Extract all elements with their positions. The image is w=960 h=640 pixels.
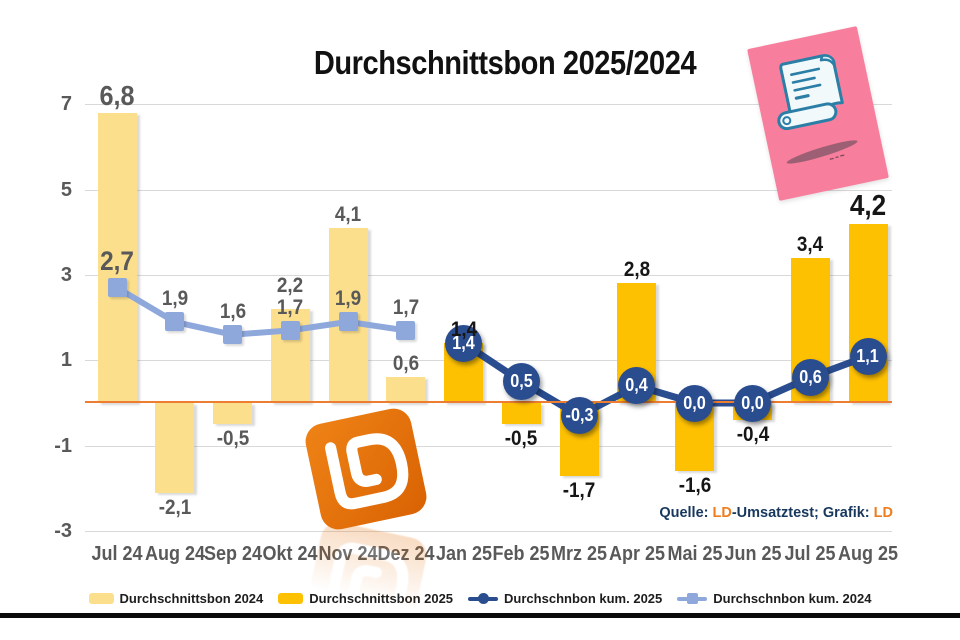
marker-circle-Feb 25: 0,5 [502,363,540,401]
bar-label-Feb 25: -0,5 [505,427,538,451]
x-label-Apr 25: Apr 25 [608,543,665,565]
kum2025-value-Apr 25: 0,4 [625,375,649,396]
legend-item-3: Durchschnbon kum. 2024 [677,591,871,606]
marker-square-Jul 24 [107,278,127,298]
x-label-Jul 24: Jul 24 [91,543,143,565]
gridline-7 [85,104,892,106]
bar-Durchschnittsbon-2024-Sep 24 [213,403,252,425]
bar-label-Dez 24: 0,6 [392,352,420,376]
kum2024-label-Okt 24: 1,7 [277,295,304,319]
kum2025-value-Feb 25: 0,5 [510,371,533,392]
bar-label-Apr 25: 2,8 [623,258,651,282]
gridline-1 [85,360,892,362]
marker-circle-Jun 25: 0,0 [734,384,771,422]
bottom-border [0,613,960,618]
y-tick--3: -3 [54,520,72,543]
y-tick-3: 3 [60,263,72,286]
marker-square-Aug 24 [165,312,185,332]
marker-square-Okt 24 [280,320,300,340]
kum2025-value-Mai 25: 0,0 [683,392,706,413]
x-label-Jan 25: Jan 25 [435,543,492,565]
bar-Durchschnittsbon-2025-Aug 25 [848,223,888,403]
scroll-icon [777,54,858,164]
marker-circle-Mrz 25: -0,3 [560,397,598,435]
ld-logo [297,402,436,536]
bar-label-Jul 24: 6,8 [99,79,135,111]
marker-circle-Jul 25: 0,6 [791,358,829,396]
gridline--3 [85,531,892,533]
scroll-sticker [747,26,889,201]
kum2025-value-Jun 25: 0,0 [741,392,764,413]
bar-label-Jul 25: 3,4 [797,232,824,256]
x-label-Sep 24: Sep 24 [203,543,262,565]
x-label-Jun 25: Jun 25 [723,543,782,565]
chart-legend: Durchschnittsbon 2024 Durchschnittsbon 20… [0,591,960,606]
kum2024-label-Jul 24: 2,7 [100,246,134,277]
gridline-3 [85,274,892,276]
kum2025-value-Jul 25: 0,6 [798,366,822,387]
x-label-Aug 24: Aug 24 [144,543,205,565]
bar-label-Aug 25: 4,2 [849,189,887,222]
source-quelle-label: Quelle: [659,505,713,521]
bar-Durchschnittsbon-2025-Feb 25 [501,403,541,425]
x-label-Mai 25: Mai 25 [667,543,723,565]
kum2024-label-Aug 24: 1,9 [161,287,188,311]
x-label-Jul 25: Jul 25 [784,543,836,565]
marker-square-Dez 24 [396,320,416,340]
bar-label-Jun 25: -0,4 [736,423,769,447]
x-label-Nov 24: Nov 24 [319,543,378,566]
bar-label-Mai 25: -1,6 [678,474,711,498]
bar-label-Mrz 25: -1,7 [562,478,596,502]
bar-label-Nov 24: 4,1 [334,202,362,226]
bar-label-Sep 24: -0,5 [216,427,249,451]
marker-circle-Mai 25: 0,0 [676,384,714,422]
legend-item-0: Durchschnittsbon 2024 [88,591,264,606]
marker-square-Nov 24 [338,312,358,332]
y-tick--1: -1 [54,434,72,457]
y-tick-1: 1 [60,349,72,372]
legend-label: Durchschnittsbon 2024 [119,591,264,606]
gridline-5 [85,189,892,191]
bar-Durchschnittsbon-2024-Dez 24 [386,377,426,403]
x-label-Aug 25: Aug 25 [837,543,899,565]
legend-marker [686,593,698,604]
legend-swatch-icon [88,593,114,604]
source-middle-label: -Umsatztest; Grafik: [731,505,874,521]
legend-swatch-icon [278,593,304,604]
ld-logo-reflection [297,516,436,640]
legend-line-circle-icon [468,592,499,605]
legend-label: Durchschnbon kum. 2024 [713,591,872,606]
source-brand-ld-2: LD [873,505,893,521]
bar-label-Jan 25: 1,4 [450,318,477,342]
source-credit: Quelle: LD-Umsatztest; Grafik: LD [659,505,893,521]
bar-label-Okt 24: 2,2 [277,273,304,297]
legend-line-square-icon [677,592,708,605]
bar-label-Aug 24: -2,1 [158,495,192,519]
kum2024-label-Nov 24: 1,9 [334,287,362,311]
x-label-Okt 24: Okt 24 [262,543,318,565]
x-label-Mrz 25: Mrz 25 [551,543,608,565]
legend-item-1: Durchschnittsbon 2025 [278,591,453,606]
x-label-Dez 24: Dez 24 [377,543,434,566]
ld-logo-icon [305,408,427,530]
kum2024-label-Dez 24: 1,7 [392,295,420,319]
kum2025-value-Mrz 25: -0,3 [565,405,594,426]
y-tick-7: 7 [60,93,72,116]
kum2024-label-Sep 24: 1,6 [219,300,246,324]
gridline--1 [85,445,892,447]
marker-square-Sep 24 [223,325,242,345]
bar-Durchschnittsbon-2024-Jul 24 [97,112,137,403]
y-tick-5: 5 [60,178,72,201]
kum2025-value-Aug 25: 1,1 [856,345,880,366]
legend-label: Durchschnittsbon 2025 [309,591,454,606]
chart-title: Durchschnittsbon 2025/2024 [313,44,697,81]
bar-Durchschnittsbon-2024-Aug 24 [155,403,195,493]
marker-circle-Aug 25: 1,1 [849,337,887,375]
source-brand-ld-1: LD [712,505,732,521]
x-label-Feb 25: Feb 25 [492,543,550,565]
legend-label: Durchschnbon kum. 2025 [504,591,663,606]
legend-marker [477,593,489,604]
legend-item-2: Durchschnbon kum. 2025 [468,591,662,606]
